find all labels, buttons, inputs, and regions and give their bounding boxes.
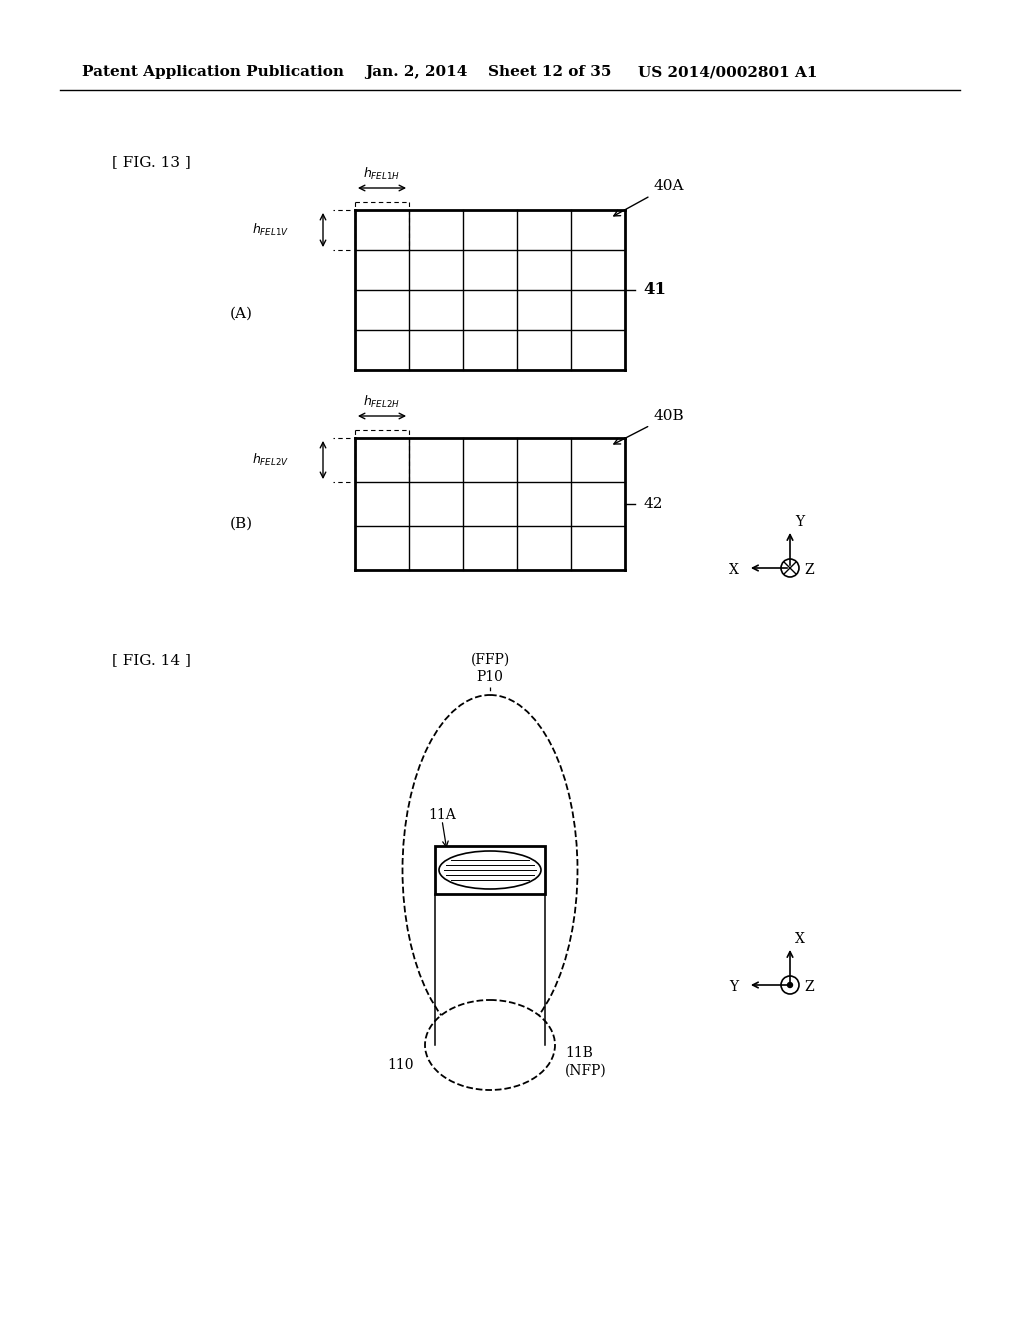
Text: (FFP): (FFP) <box>470 653 510 667</box>
Text: $h_{FEL2V}$: $h_{FEL2V}$ <box>252 451 290 469</box>
Text: $h_{FEL1H}$: $h_{FEL1H}$ <box>364 166 400 182</box>
Ellipse shape <box>439 851 541 888</box>
Text: (B): (B) <box>230 517 253 531</box>
Text: [ FIG. 13 ]: [ FIG. 13 ] <box>112 154 190 169</box>
Text: X: X <box>729 564 739 577</box>
Text: 41: 41 <box>643 281 666 298</box>
Text: 40A: 40A <box>613 180 683 216</box>
Text: Y: Y <box>729 979 738 994</box>
Bar <box>435 846 545 894</box>
Text: Z: Z <box>804 979 814 994</box>
Text: Jan. 2, 2014: Jan. 2, 2014 <box>365 65 467 79</box>
Text: Sheet 12 of 35: Sheet 12 of 35 <box>488 65 611 79</box>
Text: X: X <box>795 932 805 946</box>
Text: $h_{FEL2H}$: $h_{FEL2H}$ <box>364 393 400 411</box>
Text: 110: 110 <box>387 1059 414 1072</box>
Text: US 2014/0002801 A1: US 2014/0002801 A1 <box>638 65 817 79</box>
Text: 42: 42 <box>643 498 663 511</box>
Ellipse shape <box>425 1001 555 1090</box>
Text: (A): (A) <box>230 308 253 321</box>
Circle shape <box>787 982 793 987</box>
Text: Z: Z <box>804 564 814 577</box>
Text: 40B: 40B <box>613 409 684 444</box>
Text: 11A: 11A <box>428 808 456 822</box>
Text: Patent Application Publication: Patent Application Publication <box>82 65 344 79</box>
Text: [ FIG. 14 ]: [ FIG. 14 ] <box>112 653 190 667</box>
Text: 11B: 11B <box>565 1045 593 1060</box>
Text: $h_{FEL1V}$: $h_{FEL1V}$ <box>252 222 290 238</box>
Text: Y: Y <box>795 515 804 529</box>
Text: P10: P10 <box>476 671 504 684</box>
Text: (NFP): (NFP) <box>565 1064 607 1078</box>
